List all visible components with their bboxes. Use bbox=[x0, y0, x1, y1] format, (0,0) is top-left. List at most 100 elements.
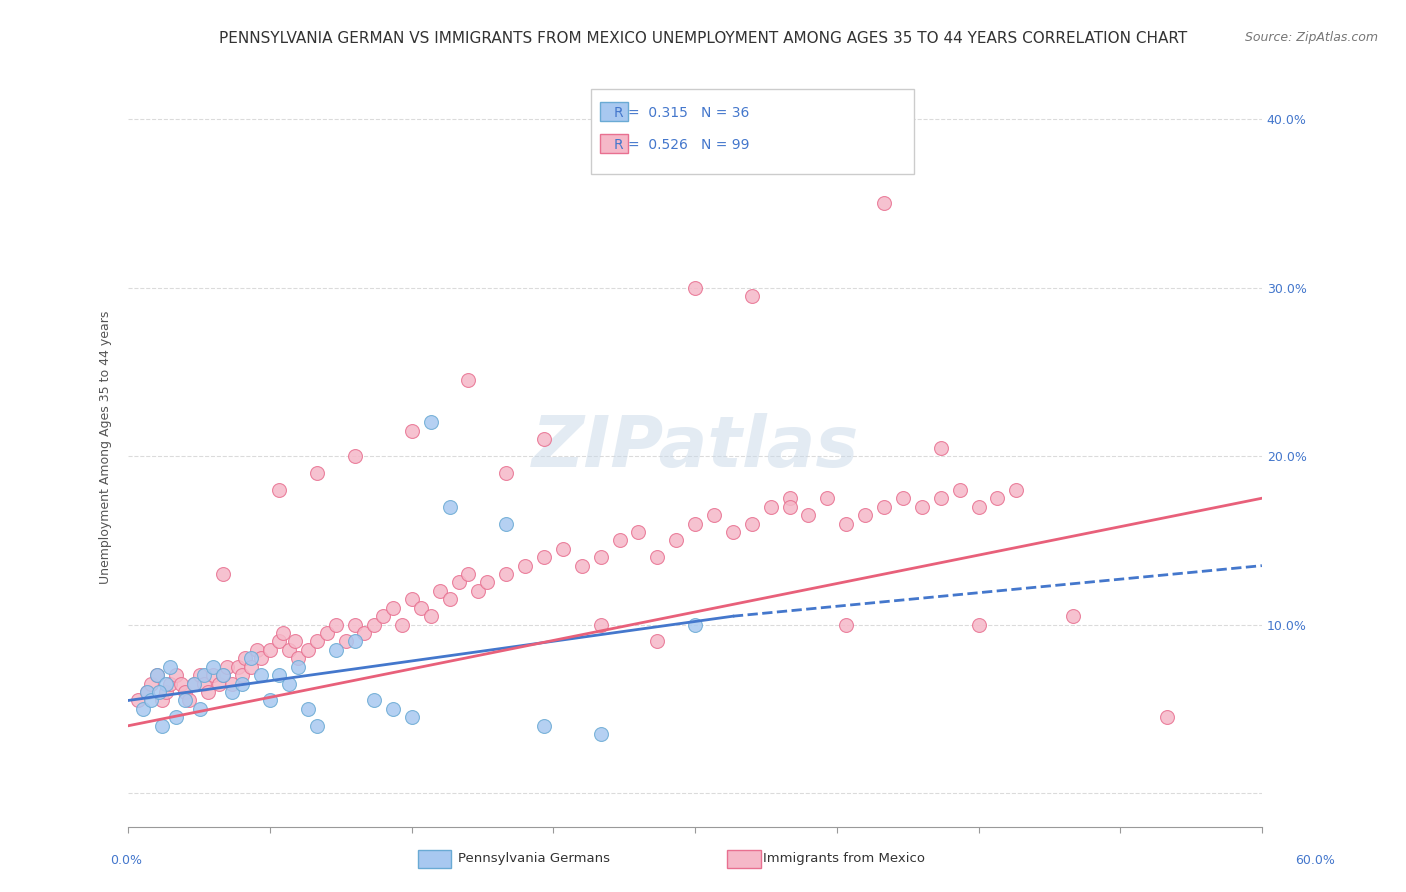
Point bbox=[211, 668, 233, 682]
Point bbox=[188, 668, 211, 682]
Point bbox=[391, 617, 413, 632]
Text: ZIPatlas: ZIPatlas bbox=[531, 413, 859, 483]
Point bbox=[246, 643, 269, 657]
Point bbox=[231, 676, 253, 690]
Point bbox=[307, 634, 329, 648]
Point bbox=[315, 626, 337, 640]
Point bbox=[174, 693, 197, 707]
Point bbox=[193, 676, 215, 690]
Text: 60.0%: 60.0% bbox=[1295, 855, 1334, 867]
Point bbox=[155, 676, 177, 690]
Point bbox=[967, 617, 990, 632]
Point bbox=[647, 634, 669, 648]
Point bbox=[533, 719, 555, 733]
Point bbox=[683, 280, 706, 294]
Point bbox=[139, 676, 162, 690]
Point bbox=[457, 567, 479, 582]
Point bbox=[363, 693, 385, 707]
Point bbox=[235, 651, 257, 665]
Point bbox=[211, 567, 233, 582]
Point bbox=[873, 500, 896, 514]
Point bbox=[127, 693, 149, 707]
Point bbox=[439, 592, 461, 607]
Point bbox=[240, 651, 263, 665]
Point bbox=[381, 702, 404, 716]
Point bbox=[183, 676, 205, 690]
Point bbox=[159, 659, 181, 673]
Point bbox=[411, 600, 433, 615]
Point bbox=[721, 524, 744, 539]
Point bbox=[259, 643, 281, 657]
Point bbox=[571, 558, 593, 573]
Point bbox=[513, 558, 536, 573]
Point bbox=[779, 491, 801, 506]
Point bbox=[1062, 609, 1084, 624]
Point bbox=[835, 617, 858, 632]
Point bbox=[226, 659, 249, 673]
Point bbox=[967, 500, 990, 514]
Text: Pennsylvania Germans: Pennsylvania Germans bbox=[458, 852, 610, 864]
Point bbox=[208, 676, 231, 690]
Point bbox=[419, 416, 441, 430]
Point bbox=[457, 373, 479, 387]
Point bbox=[249, 668, 271, 682]
Point bbox=[183, 676, 205, 690]
Point bbox=[177, 693, 200, 707]
Point bbox=[373, 609, 395, 624]
Point bbox=[853, 508, 876, 522]
Point bbox=[741, 516, 763, 531]
Point bbox=[307, 466, 329, 480]
Point bbox=[401, 710, 423, 724]
Point bbox=[202, 668, 225, 682]
Point bbox=[401, 592, 423, 607]
Point bbox=[344, 449, 367, 463]
Point bbox=[703, 508, 725, 522]
Point bbox=[150, 693, 173, 707]
Point bbox=[589, 727, 612, 741]
Text: R =  0.315   N = 36: R = 0.315 N = 36 bbox=[614, 106, 749, 120]
Point bbox=[477, 575, 499, 590]
Point bbox=[325, 643, 347, 657]
Point bbox=[551, 541, 574, 556]
Point bbox=[170, 676, 193, 690]
Point bbox=[259, 693, 281, 707]
Text: Source: ZipAtlas.com: Source: ZipAtlas.com bbox=[1244, 31, 1378, 45]
Point bbox=[891, 491, 914, 506]
Point bbox=[779, 500, 801, 514]
Point bbox=[929, 441, 952, 455]
Point bbox=[136, 685, 159, 699]
Point bbox=[929, 491, 952, 506]
Point bbox=[873, 196, 896, 211]
Point bbox=[165, 668, 187, 682]
Point bbox=[287, 651, 309, 665]
Point bbox=[240, 659, 263, 673]
Point bbox=[741, 289, 763, 303]
Point bbox=[231, 668, 253, 682]
Point bbox=[429, 583, 451, 598]
Point bbox=[363, 617, 385, 632]
Point bbox=[401, 424, 423, 438]
Point bbox=[419, 609, 441, 624]
Point bbox=[533, 432, 555, 446]
Point bbox=[150, 719, 173, 733]
Point bbox=[447, 575, 470, 590]
Point bbox=[277, 643, 299, 657]
Point bbox=[533, 550, 555, 565]
Point bbox=[215, 659, 238, 673]
Point bbox=[439, 500, 461, 514]
Point bbox=[155, 685, 177, 699]
Point bbox=[136, 685, 159, 699]
Point bbox=[495, 516, 517, 531]
Point bbox=[949, 483, 972, 497]
Point bbox=[159, 676, 181, 690]
Point bbox=[271, 626, 294, 640]
Point bbox=[197, 685, 219, 699]
Point bbox=[589, 617, 612, 632]
Point bbox=[269, 634, 291, 648]
Y-axis label: Unemployment Among Ages 35 to 44 years: Unemployment Among Ages 35 to 44 years bbox=[100, 311, 112, 584]
Text: Immigrants from Mexico: Immigrants from Mexico bbox=[762, 852, 925, 864]
Point bbox=[381, 600, 404, 615]
Point bbox=[815, 491, 838, 506]
Point bbox=[986, 491, 1008, 506]
Point bbox=[211, 668, 233, 682]
